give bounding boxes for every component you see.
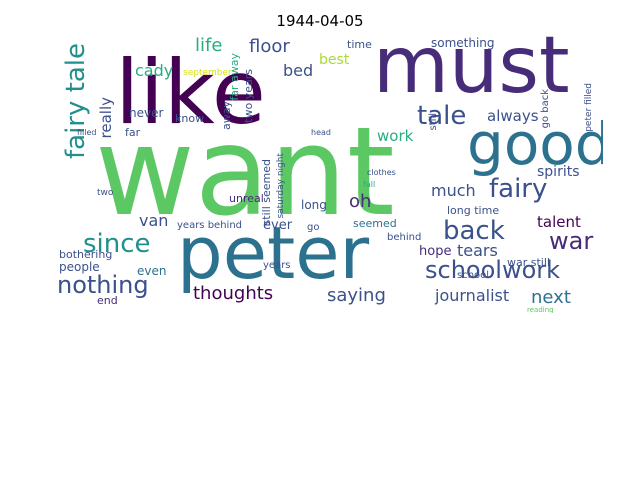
word-next: next	[531, 287, 571, 308]
word-tale: tale	[417, 101, 467, 131]
word-something: something	[431, 36, 495, 50]
word-back: back	[443, 216, 505, 246]
word-two: two	[97, 188, 114, 198]
word-behind: behind	[387, 232, 422, 243]
word-bed: bed	[283, 61, 314, 80]
word-saturday-night: saturday night	[276, 153, 286, 219]
word-want: want	[95, 101, 395, 243]
word-time: time	[347, 38, 372, 51]
word-far: far	[125, 126, 141, 139]
word-cady: cady	[135, 61, 174, 80]
word-years: years	[263, 260, 291, 271]
word-people: people	[59, 260, 100, 274]
word-still-seemed: still seemed	[260, 159, 273, 226]
word-like: like	[115, 41, 266, 144]
word-saying: saying	[327, 285, 386, 306]
word-fairy-tale: fairy tale	[61, 43, 91, 159]
word-tears: tears	[457, 241, 498, 260]
word-years-behind: years behind	[177, 220, 242, 231]
word-know: know	[175, 112, 205, 125]
word-nothing: nothing	[57, 271, 149, 299]
word-ever: ever	[263, 218, 293, 233]
word-go: go	[307, 222, 320, 233]
word-two-years: two years	[242, 69, 255, 123]
word-really: really	[97, 97, 115, 139]
word-go-back: go back	[540, 89, 551, 129]
word-spirits: spirits	[537, 164, 580, 180]
word-fall: fall	[363, 180, 376, 189]
word-bothering: bothering	[59, 248, 113, 261]
word-away: away	[220, 101, 233, 130]
word-talent: talent	[537, 213, 581, 231]
word-unreal: unreal	[229, 192, 264, 205]
word-never: never	[129, 106, 164, 120]
word-peter-filled: peter filled	[584, 83, 594, 132]
word-floor: floor	[249, 36, 290, 57]
word-even: even	[137, 264, 167, 278]
chart-title: 1944-04-05	[276, 12, 364, 30]
word-best: best	[319, 52, 350, 68]
word-always: always	[487, 107, 539, 125]
word-schoolwork: schoolwork	[425, 256, 561, 284]
word-long-time: long time	[447, 204, 500, 217]
word-life: life	[195, 35, 223, 56]
word-filled: filled	[77, 128, 97, 137]
word-thoughts: thoughts	[193, 283, 274, 304]
word-work: work	[377, 127, 414, 145]
word-good: good	[467, 110, 603, 178]
word-war: war	[549, 227, 594, 255]
word-school: school	[457, 270, 490, 281]
word-since: since	[83, 229, 151, 259]
word-reading: reading	[527, 306, 554, 314]
word-hope: hope	[419, 244, 452, 259]
word-van: van	[139, 211, 169, 230]
word-oh: oh	[349, 191, 372, 212]
word-still: still	[428, 113, 439, 131]
word-long: long	[301, 198, 327, 212]
word-must: must	[373, 33, 570, 111]
word-september: september	[183, 68, 232, 78]
word-seemed: seemed	[353, 217, 397, 230]
word-fairy: fairy	[489, 174, 548, 204]
word-much: much	[431, 181, 476, 200]
word-war-still: war still	[507, 256, 550, 269]
word-end: end	[97, 294, 118, 307]
word-journalist: journalist	[435, 286, 510, 305]
word-peter: peter	[177, 211, 370, 295]
word-clothes: clothes	[367, 168, 396, 177]
word-cloud: want like must peter good fairy tale fai…	[57, 33, 603, 313]
word-head: head	[311, 128, 331, 137]
